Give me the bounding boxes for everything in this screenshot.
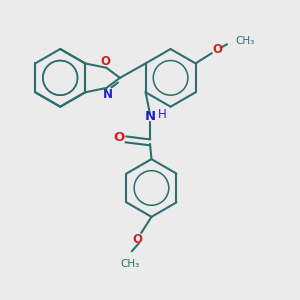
Text: N: N [103,88,113,101]
Text: O: O [100,55,110,68]
Text: H: H [158,109,167,122]
Text: O: O [212,43,222,56]
Text: CH₃: CH₃ [121,259,140,269]
Text: N: N [144,110,156,123]
Text: CH₃: CH₃ [235,36,255,46]
Text: O: O [133,233,142,246]
Text: O: O [114,130,125,143]
